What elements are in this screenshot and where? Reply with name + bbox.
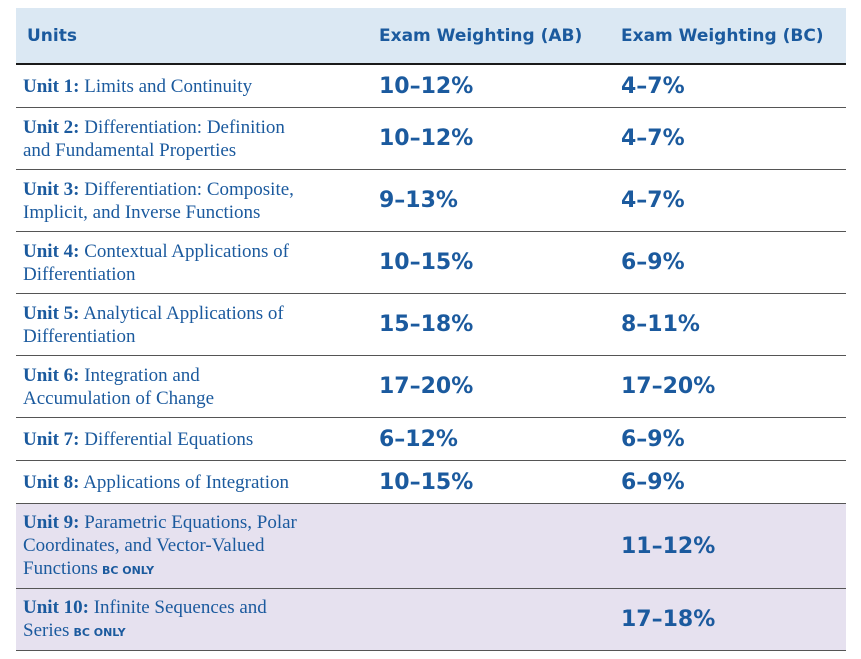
header-bc: Exam Weighting (BC) <box>621 25 824 46</box>
unit-title: Implicit, and Inverse Functions <box>23 201 261 223</box>
bc-weight: 6–9% <box>621 426 685 452</box>
table-row: Unit 2: Differentiation: Definition and … <box>16 108 846 170</box>
unit-cell: Unit 5: Analytical Applications of Diffe… <box>16 302 379 348</box>
table-row: Unit 1: Limits and Continuity 10–12% 4–7… <box>16 65 846 108</box>
ab-weight: 17–20% <box>379 374 474 399</box>
table-header: Units Exam Weighting (AB) Exam Weighting… <box>16 8 846 65</box>
unit-title: Coordinates, and Vector-Valued <box>23 534 265 556</box>
bc-weight: 6–9% <box>621 250 685 275</box>
unit-number: Unit 6: <box>23 364 80 386</box>
table-row: Unit 3: Differentiation: Composite, Impl… <box>16 170 846 232</box>
table-row: Unit 9: Parametric Equations, Polar Coor… <box>16 504 846 589</box>
table-row: Unit 5: Analytical Applications of Diffe… <box>16 294 846 356</box>
unit-title: Differentiation <box>23 263 136 285</box>
unit-cell: Unit 9: Parametric Equations, Polar Coor… <box>16 511 379 582</box>
ab-weight: 6–12% <box>379 426 458 452</box>
unit-title: Analytical Applications of <box>83 302 284 324</box>
table-row: Unit 8: Applications of Integration 10–1… <box>16 461 846 504</box>
unit-title: Infinite Sequences and <box>93 596 267 618</box>
bc-weight: 4–7% <box>621 188 685 213</box>
unit-title: Differentiation: Composite, <box>84 178 294 200</box>
table-row: Unit 7: Differential Equations 6–12% 6–9… <box>16 418 846 461</box>
header-ab: Exam Weighting (AB) <box>379 25 583 46</box>
unit-number: Unit 1: <box>23 75 80 97</box>
unit-number: Unit 9: <box>23 511 80 533</box>
unit-number: Unit 7: <box>23 428 80 450</box>
unit-number: Unit 2: <box>23 116 80 138</box>
ab-weight: 10–15% <box>379 250 474 275</box>
table-row: Unit 4: Contextual Applications of Diffe… <box>16 232 846 294</box>
unit-title: Functions <box>23 557 98 579</box>
header-units: Units <box>27 25 77 46</box>
bc-weight: 4–7% <box>621 126 685 151</box>
ab-weight: 9–13% <box>379 188 458 213</box>
unit-number: Unit 10: <box>23 596 89 618</box>
unit-number: Unit 3: <box>23 178 80 200</box>
bc-weight: 11–12% <box>621 533 716 559</box>
unit-cell: Unit 2: Differentiation: Definition and … <box>16 116 379 162</box>
unit-cell: Unit 4: Contextual Applications of Diffe… <box>16 240 379 286</box>
bc-weight: 17–18% <box>621 607 716 632</box>
bc-only-tag: BC ONLY <box>73 625 126 639</box>
bc-weight: 4–7% <box>621 73 685 99</box>
unit-title: Differential Equations <box>84 428 254 450</box>
unit-number: Unit 8: <box>23 471 80 493</box>
unit-title: Differentiation: Definition <box>84 116 285 138</box>
unit-title: Parametric Equations, Polar <box>84 511 297 533</box>
unit-title: Integration and <box>84 364 200 386</box>
unit-title: and Fundamental Properties <box>23 139 237 161</box>
unit-number: Unit 5: <box>23 302 80 324</box>
unit-title: Applications of Integration <box>83 471 289 493</box>
bc-weight: 17–20% <box>621 374 716 399</box>
unit-cell: Unit 10: Infinite Sequences and Series BC… <box>16 596 379 644</box>
ab-weight: 15–18% <box>379 312 474 337</box>
unit-cell: Unit 6: Integration and Accumulation of … <box>16 364 379 410</box>
exam-weighting-table: Units Exam Weighting (AB) Exam Weighting… <box>16 8 846 651</box>
unit-title: Differentiation <box>23 325 136 347</box>
table-row: Unit 10: Infinite Sequences and Series BC… <box>16 589 846 651</box>
unit-title: Series <box>23 619 70 641</box>
ab-weight: 10–12% <box>379 73 474 99</box>
unit-title: Contextual Applications of <box>84 240 289 262</box>
unit-cell: Unit 3: Differentiation: Composite, Impl… <box>16 178 379 224</box>
ab-weight: 10–15% <box>379 469 474 495</box>
bc-only-tag: BC ONLY <box>101 563 155 577</box>
unit-number: Unit 4: <box>23 240 80 262</box>
unit-cell: Unit 7: Differential Equations <box>16 428 379 451</box>
ab-weight: 10–12% <box>379 126 474 151</box>
unit-title: Limits and Continuity <box>84 75 253 97</box>
unit-title: Accumulation of Change <box>23 387 215 409</box>
unit-cell: Unit 8: Applications of Integration <box>16 471 379 494</box>
table-row: Unit 6: Integration and Accumulation of … <box>16 356 846 418</box>
unit-cell: Unit 1: Limits and Continuity <box>16 75 379 98</box>
bc-weight: 6–9% <box>621 469 685 495</box>
bc-weight: 8–11% <box>621 312 700 337</box>
